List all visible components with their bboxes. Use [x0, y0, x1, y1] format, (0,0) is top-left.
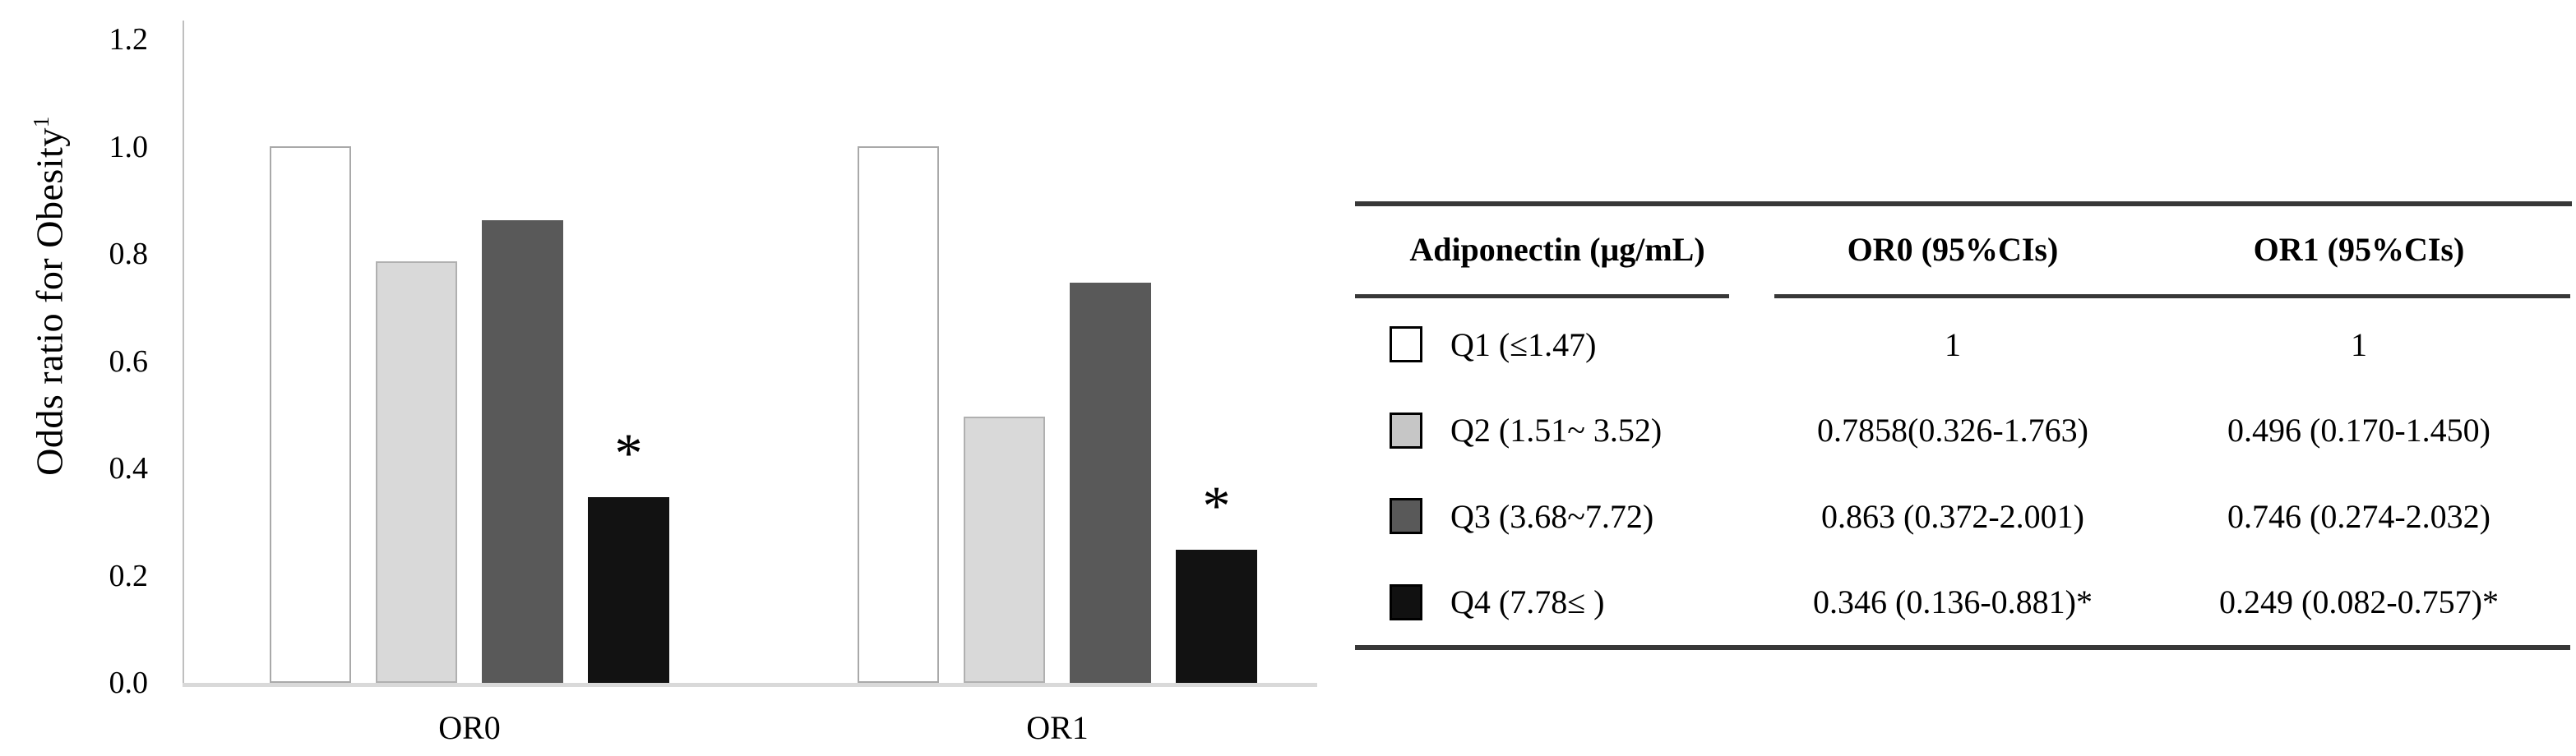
y-axis-title: Odds ratio for Obesity1	[28, 116, 72, 476]
col-header-adiponectin: Adiponectin (μg/mL)	[1409, 230, 1705, 268]
y-tick-label-0.6: 0.6	[109, 343, 149, 379]
col-header-or1: OR1 (95%CIs)	[2253, 230, 2465, 268]
row-label-cell: Q2 (1.51~ 3.52)	[1355, 411, 1760, 449]
odds-ratio-bar-chart: Odds ratio for Obesity1 0.0 0.2 0.4 0.6 0.8 1…	[28, 21, 1317, 746]
row-label-q4: Q4 (7.78≤ )	[1450, 583, 1605, 621]
row-label-q3: Q3 (3.68~7.72)	[1450, 497, 1654, 535]
table-row-q2: Q2 (1.51~ 3.52) 0.7858(0.326-1.763) 0.49…	[1355, 388, 2572, 474]
table-header-row: Adiponectin (μg/mL) OR0 (95%CIs) OR1 (95…	[1355, 208, 2572, 290]
col-header-or0: OR0 (95%CIs)	[1847, 230, 2059, 268]
x-category-label-or0: OR0	[438, 709, 501, 746]
or1-value-q3: 0.746 (0.274-2.032)	[2227, 497, 2490, 535]
bar-or1-q4	[1176, 550, 1257, 683]
table-header-rule-left	[1355, 294, 1729, 298]
table-body: Q1 (≤1.47) 1 1 Q2 (1.51~ 3.52) 0.7858(0.…	[1355, 302, 2572, 645]
row-label-cell: Q4 (7.78≤ )	[1355, 583, 1760, 621]
significance-asterisk-or0: *	[614, 422, 643, 484]
or0-value-q4: 0.346 (0.136-0.881)*	[1813, 583, 2093, 621]
y-tick-label-0.8: 0.8	[109, 237, 149, 271]
row-label-cell: Q3 (3.68~7.72)	[1355, 497, 1760, 536]
legend-swatch-q1	[1390, 326, 1422, 363]
legend-swatch-q4	[1390, 583, 1422, 620]
or0-value-q2: 0.7858(0.326-1.763)	[1817, 412, 2088, 449]
table-row-q3: Q3 (3.68~7.72) 0.863 (0.372-2.001) 0.746…	[1355, 473, 2572, 560]
legend-swatch-q2	[1390, 412, 1422, 449]
or0-value-q3: 0.863 (0.372-2.001)	[1821, 497, 2084, 535]
y-tick-label-0.2: 0.2	[109, 558, 149, 593]
y-axis-title-superscript: 1	[29, 116, 54, 128]
bar-or1-q2	[964, 417, 1045, 683]
y-tick-label-1.0: 1.0	[109, 129, 149, 164]
y-tick-label-1.2: 1.2	[109, 22, 149, 57]
or1-value-q4: 0.249 (0.082-0.757)*	[2219, 583, 2499, 621]
row-label-q1: Q1 (≤1.47)	[1450, 325, 1597, 363]
row-label-cell: Q1 (≤1.47)	[1355, 325, 1760, 364]
table-top-rule	[1355, 201, 2572, 206]
bar-or1-q3	[1070, 283, 1151, 683]
y-axis-line	[183, 21, 184, 685]
x-axis-baseline	[183, 683, 1317, 687]
bar-or0-q2	[376, 261, 457, 683]
y-axis-title-text: Odds ratio for Obesity	[28, 127, 71, 476]
y-tick-label-0.4: 0.4	[109, 451, 149, 486]
or1-value-q2: 0.496 (0.170-1.450)	[2227, 412, 2490, 449]
odds-ratio-table: Adiponectin (μg/mL) OR0 (95%CIs) OR1 (95…	[1355, 201, 2572, 662]
x-category-label-or1: OR1	[1026, 709, 1089, 746]
bar-or0-q4	[588, 497, 669, 683]
legend-swatch-q3	[1390, 498, 1422, 535]
or0-value-q1: 1	[1945, 325, 1961, 363]
table-header-rule-right	[1774, 294, 2570, 298]
y-tick-label-0.0: 0.0	[109, 666, 149, 700]
significance-asterisk-or1: *	[1202, 474, 1231, 537]
table-row-q1: Q1 (≤1.47) 1 1	[1355, 302, 2572, 388]
table-bottom-rule	[1355, 645, 2570, 650]
bar-or0-q3	[482, 220, 563, 683]
or1-value-q1: 1	[2351, 325, 2367, 363]
table-row-q4: Q4 (7.78≤ ) 0.346 (0.136-0.881)* 0.249 (…	[1355, 560, 2572, 646]
row-label-q2: Q2 (1.51~ 3.52)	[1450, 412, 1663, 449]
bar-or1-q1	[858, 146, 939, 683]
bar-or0-q1	[270, 146, 351, 683]
